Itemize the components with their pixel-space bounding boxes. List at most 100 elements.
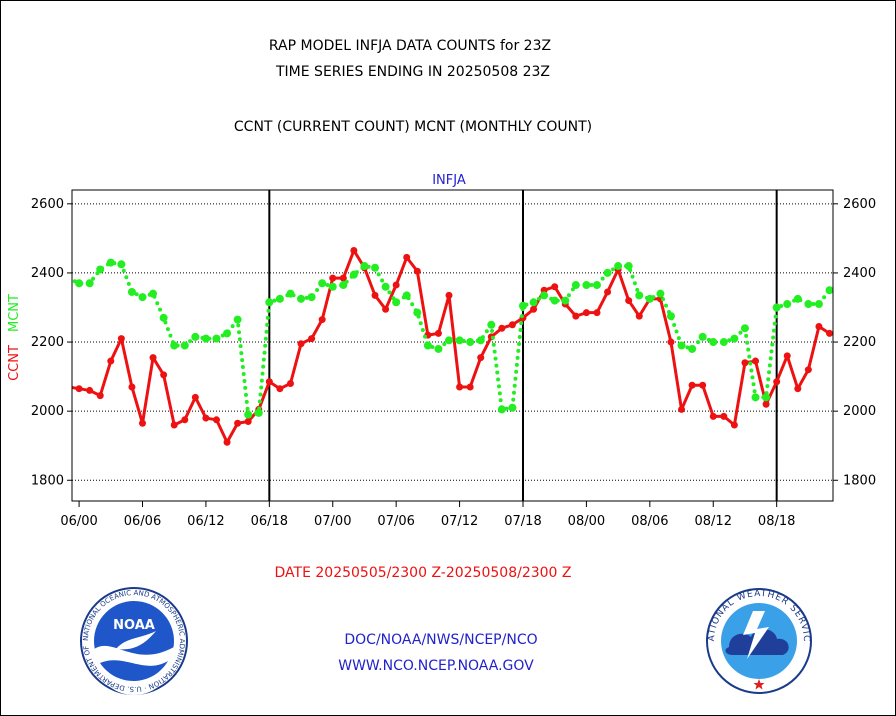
y-tick-label-right: 2000 <box>843 404 876 419</box>
axis-layer: 1800 1800 2000 2000 2200 2200 2400 2400 2600 2600… <box>31 189 876 529</box>
x-tick-label: 06/00 <box>60 514 97 529</box>
data-point-ccnt <box>308 335 316 343</box>
data-point-ccnt <box>551 283 559 291</box>
y-tick-label-right: 2200 <box>843 335 876 350</box>
series-ccnt <box>72 246 833 446</box>
data-point-mcnt <box>191 332 200 341</box>
data-point-ccnt <box>667 338 675 346</box>
data-point-ccnt <box>96 392 104 400</box>
data-point-mcnt <box>730 334 739 343</box>
data-point-mcnt <box>318 279 327 288</box>
data-point-mcnt <box>582 281 591 290</box>
data-point-mcnt <box>762 393 771 402</box>
series-layer <box>72 246 833 446</box>
x-tick-label: 08/06 <box>631 514 668 529</box>
data-point-ccnt <box>138 419 146 427</box>
data-point-mcnt <box>371 263 380 272</box>
data-point-ccnt <box>234 419 242 427</box>
data-point-ccnt <box>297 340 305 348</box>
x-tick-label: 08/00 <box>568 514 605 529</box>
data-point-mcnt <box>487 320 496 329</box>
data-point-ccnt <box>276 385 284 393</box>
data-point-mcnt <box>804 300 813 309</box>
data-point-mcnt <box>540 291 549 300</box>
data-point-ccnt <box>223 438 231 446</box>
data-point-mcnt <box>783 300 792 309</box>
data-point-mcnt <box>423 341 432 350</box>
data-point-mcnt <box>592 281 601 290</box>
data-point-mcnt <box>434 344 443 353</box>
data-point-ccnt <box>318 316 326 324</box>
data-point-mcnt <box>476 336 485 345</box>
data-point-mcnt <box>529 298 538 307</box>
data-point-mcnt <box>624 262 633 271</box>
chart-subtitle: CCNT (CURRENT COUNT) MCNT (MONTHLY COUNT… <box>233 119 593 135</box>
noaa-logo: NOAA NATIONAL OCEANIC AND ATMOSPHERIC AD… <box>80 587 188 695</box>
data-point-ccnt <box>212 416 220 424</box>
data-point-mcnt <box>772 303 781 312</box>
data-point-ccnt <box>804 366 812 374</box>
data-point-mcnt <box>349 270 358 279</box>
data-point-mcnt <box>698 332 707 341</box>
data-point-mcnt <box>402 291 411 300</box>
data-point-mcnt <box>106 258 115 267</box>
x-tick-label: 08/18 <box>758 514 795 529</box>
data-point-ccnt <box>530 305 538 313</box>
data-point-ccnt <box>170 421 178 429</box>
data-point-ccnt <box>329 274 337 282</box>
data-point-mcnt <box>740 324 749 333</box>
data-point-ccnt <box>107 357 115 365</box>
data-point-mcnt <box>751 393 760 402</box>
noaa-logo-text: NOAA <box>113 618 155 633</box>
data-point-ccnt <box>635 312 643 320</box>
data-point-ccnt <box>678 405 686 413</box>
data-point-mcnt <box>603 268 612 277</box>
x-tick-label: 06/12 <box>187 514 224 529</box>
data-point-mcnt <box>117 260 126 269</box>
data-point-ccnt <box>604 288 612 296</box>
data-point-ccnt <box>752 357 760 365</box>
chart-title-line2: TIME SERIES ENDING IN 20250508 23Z <box>276 64 550 80</box>
x-tick-label: 07/00 <box>314 514 351 529</box>
data-point-ccnt <box>265 378 273 386</box>
data-point-mcnt <box>497 405 506 414</box>
data-point-mcnt <box>180 341 189 350</box>
data-point-ccnt <box>86 386 94 394</box>
data-point-mcnt <box>635 291 644 300</box>
data-point-mcnt <box>265 298 274 307</box>
data-point-mcnt <box>666 312 675 321</box>
data-point-ccnt <box>477 354 485 362</box>
x-tick-label: 06/06 <box>124 514 161 529</box>
data-point-mcnt <box>159 313 168 322</box>
data-point-mcnt <box>96 265 105 274</box>
data-point-ccnt <box>815 322 823 330</box>
data-point-mcnt <box>508 403 517 412</box>
data-point-mcnt <box>518 301 527 310</box>
data-point-mcnt <box>297 294 306 303</box>
data-point-ccnt <box>508 321 516 329</box>
y-tick-label-right: 2600 <box>843 197 876 212</box>
x-tick-label: 07/18 <box>504 514 541 529</box>
data-point-mcnt <box>127 287 136 296</box>
grid-layer <box>72 190 833 501</box>
data-point-ccnt <box>339 274 347 282</box>
x-tick-label: 07/12 <box>441 514 478 529</box>
data-point-mcnt <box>571 281 580 290</box>
data-point-mcnt <box>223 329 232 338</box>
data-point-ccnt <box>117 335 125 343</box>
data-point-mcnt <box>138 293 147 302</box>
data-point-mcnt <box>645 294 654 303</box>
data-point-ccnt <box>244 418 252 426</box>
series-mcnt <box>72 258 833 419</box>
data-point-ccnt <box>709 412 717 420</box>
data-point-ccnt <box>181 416 189 424</box>
data-point-mcnt <box>360 262 369 271</box>
data-point-ccnt <box>434 329 442 337</box>
data-point-ccnt <box>413 267 421 275</box>
y-axis-label-mcnt: MCNT <box>7 294 22 332</box>
data-point-ccnt <box>773 378 781 386</box>
y-tick-label-left: 2200 <box>31 335 64 350</box>
y-axis-label-ccnt: CCNT <box>7 345 22 381</box>
data-point-ccnt <box>625 297 633 305</box>
